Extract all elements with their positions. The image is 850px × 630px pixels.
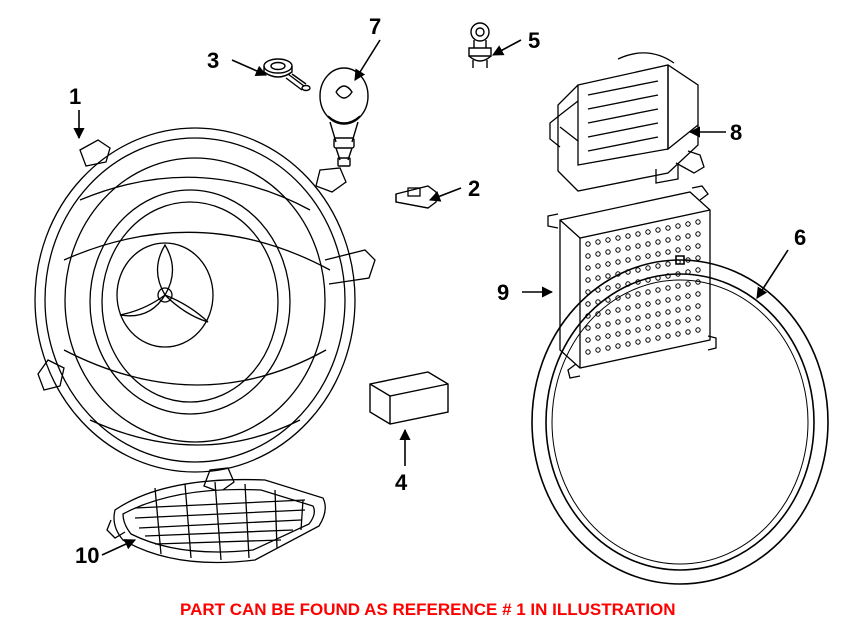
callout-4: 4 bbox=[395, 470, 407, 496]
callout-3: 3 bbox=[207, 48, 219, 74]
part-box bbox=[362, 362, 457, 427]
callout-7: 7 bbox=[369, 14, 381, 40]
part-bolt bbox=[258, 52, 318, 94]
callout-2: 2 bbox=[468, 176, 480, 202]
part-bulb bbox=[310, 62, 390, 172]
callout-5: 5 bbox=[528, 28, 540, 54]
part-motor bbox=[548, 45, 718, 195]
callout-8: 8 bbox=[730, 120, 742, 146]
callout-9: 9 bbox=[497, 280, 509, 306]
reference-caption: PART CAN BE FOUND AS REFERENCE # 1 IN IL… bbox=[180, 600, 676, 620]
part-bracket bbox=[105, 470, 335, 575]
part-ring bbox=[520, 250, 840, 595]
callout-1: 1 bbox=[69, 84, 81, 110]
part-clip bbox=[392, 180, 440, 212]
callout-10: 10 bbox=[75, 543, 99, 569]
diagram-stage: 1 3 7 5 8 2 9 6 4 10 PART CAN BE FOUND A… bbox=[0, 0, 850, 630]
part-plug bbox=[455, 20, 505, 75]
callout-6: 6 bbox=[794, 225, 806, 251]
